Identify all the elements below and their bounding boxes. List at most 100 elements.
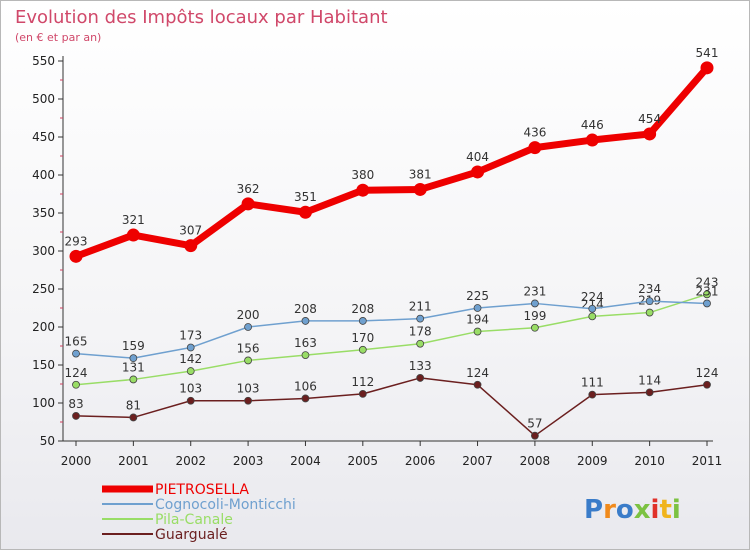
x-tick-label: 2002 [175, 454, 206, 468]
data-point [645, 308, 654, 317]
x-tick-label: 2006 [405, 454, 436, 468]
legend-item: Guargualé [102, 527, 228, 543]
data-point [301, 351, 310, 360]
data-label: 234 [638, 282, 661, 296]
series-guargual-: 83 81 103 103 106 112 133 124 57 111 114 124 [68, 359, 718, 440]
logo-letter: o [616, 495, 634, 525]
data-label: 208 [351, 302, 374, 316]
data-point [129, 375, 138, 384]
data-point [416, 374, 425, 382]
data-point [358, 317, 367, 325]
y-tick-label: 300 [32, 244, 55, 258]
data-point [72, 412, 80, 420]
logo-letter: r [603, 495, 616, 525]
data-label: 208 [294, 302, 317, 316]
y-tick-label: 150 [32, 358, 55, 372]
data-label: 124 [65, 366, 88, 380]
y-tick-label: 100 [32, 396, 55, 410]
data-label: 106 [294, 379, 317, 393]
data-label: 173 [179, 329, 202, 343]
data-label: 231 [523, 284, 546, 298]
x-tick-label: 2008 [520, 454, 551, 468]
logo-letter: i [672, 495, 681, 525]
data-point [645, 297, 654, 306]
data-point [703, 380, 711, 389]
data-point [531, 299, 539, 308]
data-point [416, 314, 425, 323]
data-label: 170 [351, 331, 374, 345]
data-point [301, 394, 310, 403]
data-label: 103 [179, 382, 202, 396]
data-point [588, 390, 597, 399]
data-label: 57 [527, 417, 542, 431]
data-label: 321 [122, 213, 145, 227]
series-line [75, 300, 708, 359]
series-pietrosella: 293 321 307 362 351 380 381 404 436 446 454 541 [65, 46, 719, 263]
data-label: 541 [696, 46, 719, 60]
data-label: 114 [638, 373, 661, 387]
series-line [72, 64, 711, 260]
y-tick-label: 500 [32, 92, 55, 106]
data-point [184, 239, 198, 253]
data-point [416, 339, 425, 348]
data-point [72, 349, 80, 358]
data-label: 404 [466, 150, 489, 164]
legend-label: Pila-Canale [155, 512, 233, 528]
x-tick-label: 2010 [634, 454, 665, 468]
logo-letter: i [651, 495, 660, 525]
data-point [588, 312, 597, 321]
data-point [531, 323, 539, 332]
data-label: 194 [466, 313, 489, 327]
data-label: 211 [409, 300, 432, 314]
data-label: 111 [581, 376, 604, 390]
data-label: 200 [237, 308, 260, 322]
series-line [75, 377, 708, 437]
data-point [72, 380, 80, 389]
x-tick-label: 2004 [290, 454, 321, 468]
data-label: 156 [237, 341, 260, 355]
data-point [473, 380, 482, 389]
data-label: 178 [409, 325, 432, 339]
data-point [244, 323, 252, 331]
y-tick-label: 400 [32, 168, 55, 182]
y-tick-label: 200 [32, 320, 55, 334]
logo-letter: P [584, 495, 603, 525]
data-label: 112 [351, 375, 374, 389]
x-tick-label: 2009 [577, 454, 608, 468]
logo-letter: x [634, 495, 651, 525]
data-label: 131 [122, 360, 145, 374]
series-line [75, 293, 708, 386]
data-label: 362 [237, 182, 260, 196]
data-point [241, 197, 255, 211]
x-tick-label: 2001 [118, 454, 149, 468]
legend: PIETROSELLACognocoli-MonticchiPila-Canal… [102, 482, 296, 543]
x-tick-label: 2000 [61, 454, 92, 468]
data-label: 436 [523, 126, 546, 140]
data-label: 199 [523, 309, 546, 323]
data-point [244, 356, 252, 365]
data-label: 307 [179, 224, 202, 238]
data-point [643, 127, 657, 141]
chart-subtitle: (en € et par an) [15, 31, 101, 44]
data-point [585, 133, 599, 147]
legend-item: Pila-Canale [102, 512, 233, 528]
y-tick-label: 350 [32, 206, 55, 220]
data-point [186, 343, 195, 352]
proxiti-logo: Proxiti [584, 495, 681, 525]
legend-item: Cognocoli-Monticchi [102, 497, 296, 513]
data-point [298, 205, 312, 219]
data-point [186, 396, 195, 405]
data-point [528, 141, 542, 155]
data-point [531, 431, 539, 440]
y-tick-label: 250 [32, 282, 55, 296]
data-point [413, 182, 427, 196]
data-label: 142 [179, 352, 202, 366]
data-label: 81 [126, 398, 141, 412]
data-point [126, 228, 140, 242]
chart-title: Evolution des Impôts locaux par Habitant [15, 7, 388, 28]
data-label: 351 [294, 190, 317, 204]
data-label: 381 [409, 167, 432, 181]
